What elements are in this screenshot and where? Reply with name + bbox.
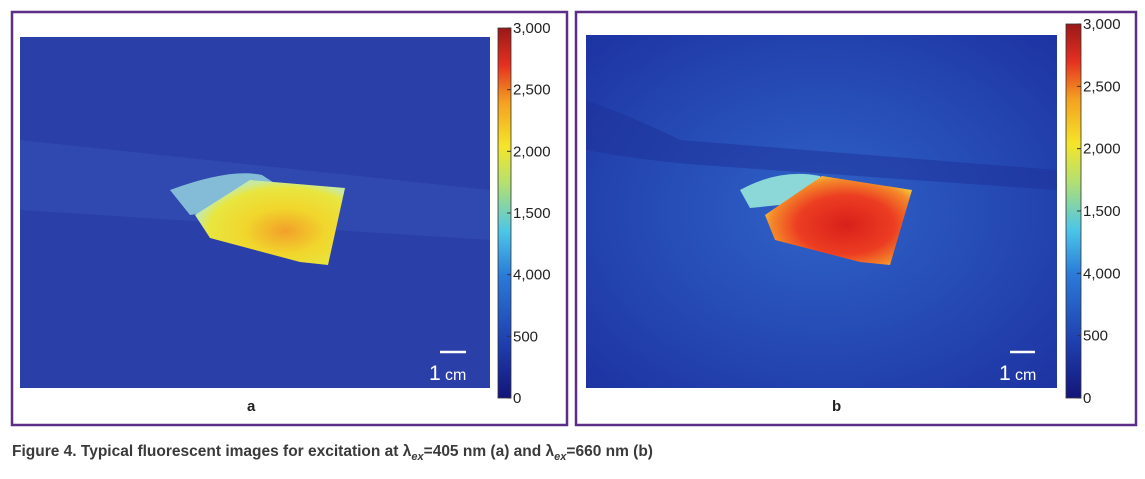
panel-frame	[10, 10, 569, 427]
colorbar-label: 500	[1083, 328, 1108, 345]
image-spot	[195, 180, 345, 265]
scale-number: 1	[429, 362, 441, 385]
caption-text: =405 nm (a) and λ	[424, 443, 555, 460]
scale-unit: cm	[1015, 367, 1036, 384]
colorbar-label: 3,000	[513, 20, 551, 37]
caption-subscript: ex	[554, 451, 567, 463]
caption: Figure 4. Typical fluorescent images for…	[12, 443, 653, 463]
colorbar-label: 2,500	[1083, 78, 1121, 95]
panel-label: b	[832, 398, 841, 415]
scale-unit: cm	[445, 367, 466, 384]
panel-label: a	[247, 398, 256, 415]
panel-frame	[574, 10, 1138, 427]
colorbar-label: 2,000	[1083, 141, 1121, 158]
colorbar-label: 2,500	[513, 82, 551, 99]
scale-number: 1	[999, 362, 1011, 385]
colorbar-label: 500	[513, 328, 538, 345]
colorbar-label: 1,500	[513, 205, 551, 222]
colorbar-label: 0	[513, 390, 521, 407]
caption-text: Figure 4. Typical fluorescent images for…	[12, 443, 412, 460]
colorbar-label: 4,000	[1083, 265, 1121, 282]
colorbar-label: 0	[1083, 390, 1091, 407]
caption-text: =660 nm (b)	[566, 443, 653, 460]
caption-subscript: ex	[411, 451, 424, 463]
image-band	[586, 100, 1057, 190]
image-spot	[765, 176, 912, 265]
colorbar-label: 2,000	[513, 143, 551, 160]
colorbar-label: 3,000	[1083, 16, 1121, 33]
colorbar-label: 1,500	[1083, 203, 1121, 220]
colorbar-label: 4,000	[513, 267, 551, 284]
